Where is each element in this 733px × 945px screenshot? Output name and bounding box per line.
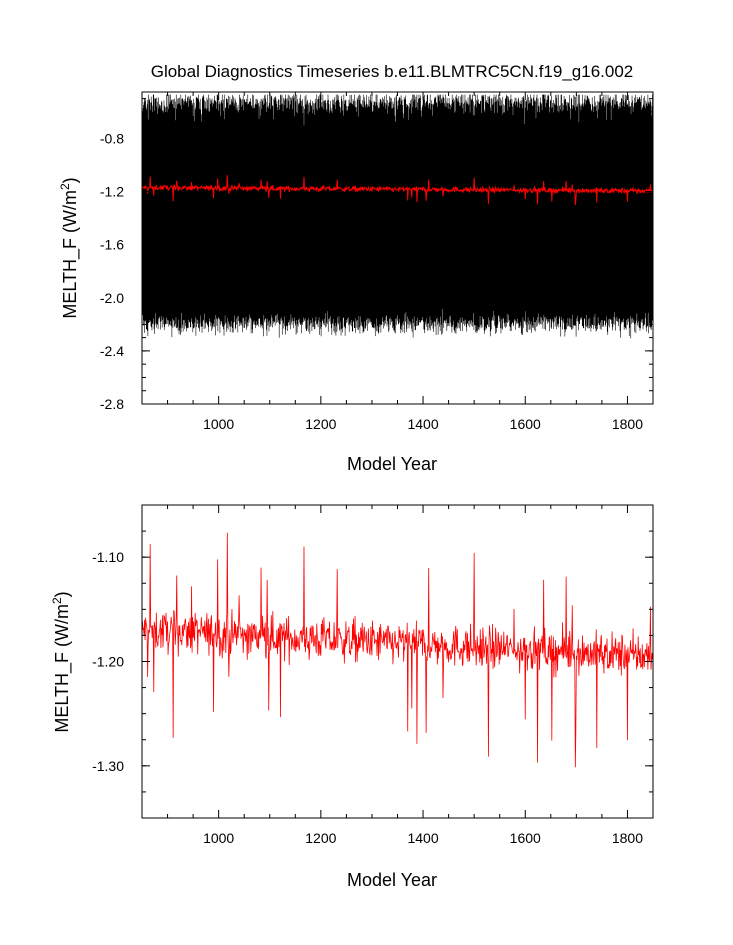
top-panel: 1000 1200 1400 1600 1800 -2.8 -2.4 -2.0 -1.6 -1.2… (58, 91, 654, 474)
bottom-panel: 1000 1200 1400 1600 1800 -1.30 -1.20 -1.10 Mode… (50, 504, 654, 890)
top-y-tick-label: -2.0 (100, 290, 124, 306)
top-y-axis-title: MELTH_F (W/m2) (58, 177, 81, 318)
top-x-tick-label: 1600 (510, 416, 541, 432)
top-annual-mean-line (142, 175, 653, 206)
top-plot-area (142, 94, 653, 339)
bottom-y-axis-title-close: ) (52, 591, 72, 597)
top-x-tick-label: 1800 (612, 416, 643, 432)
bottom-x-tick-label: 1000 (203, 830, 234, 846)
bottom-y-tick-label: -1.30 (92, 758, 124, 774)
bottom-y-tick-label: -1.20 (92, 654, 124, 670)
top-monthly-series-line (142, 94, 653, 339)
bottom-x-axis-title: Model Year (347, 870, 437, 890)
bottom-y-axis-title: MELTH_F (W/m2) (50, 591, 73, 732)
top-y-tick-label: -0.8 (100, 130, 124, 146)
top-y-tick-label: -1.6 (100, 237, 124, 253)
top-y-axis-title-close: ) (60, 177, 80, 183)
bottom-y-axis-title-main: MELTH_F (W/m (52, 604, 73, 733)
bottom-axis-ticks: 1000 1200 1400 1600 1800 -1.30 -1.20 -1.10 (92, 504, 654, 846)
bottom-x-tick-label: 1200 (305, 830, 336, 846)
top-axis-ticks: 1000 1200 1400 1600 1800 -2.8 -2.4 -2.0 -1.6 -1.2… (100, 92, 654, 432)
top-x-tick-label: 1200 (305, 416, 336, 432)
top-y-tick-label: -2.8 (100, 396, 124, 412)
top-y-tick-label: -2.4 (100, 343, 124, 359)
bottom-x-tick-label: 1800 (612, 830, 643, 846)
bottom-y-tick-label: -1.10 (92, 549, 124, 565)
chart-title: Global Diagnostics Timeseries b.e11.BLMT… (151, 62, 634, 81)
bottom-x-tick-label: 1400 (407, 830, 438, 846)
top-x-tick-label: 1000 (203, 416, 234, 432)
top-x-axis-title: Model Year (347, 454, 437, 474)
top-x-tick-label: 1400 (407, 416, 438, 432)
bottom-y-axis-title-sup: 2 (50, 597, 64, 604)
top-y-axis-title-main: MELTH_F (W/m (60, 190, 81, 319)
bottom-annual-mean-line (142, 532, 653, 768)
bottom-x-tick-label: 1600 (510, 830, 541, 846)
top-y-tick-label: -1.2 (100, 184, 124, 200)
bottom-plot-area (142, 532, 653, 768)
top-y-axis-title-sup: 2 (58, 183, 72, 190)
